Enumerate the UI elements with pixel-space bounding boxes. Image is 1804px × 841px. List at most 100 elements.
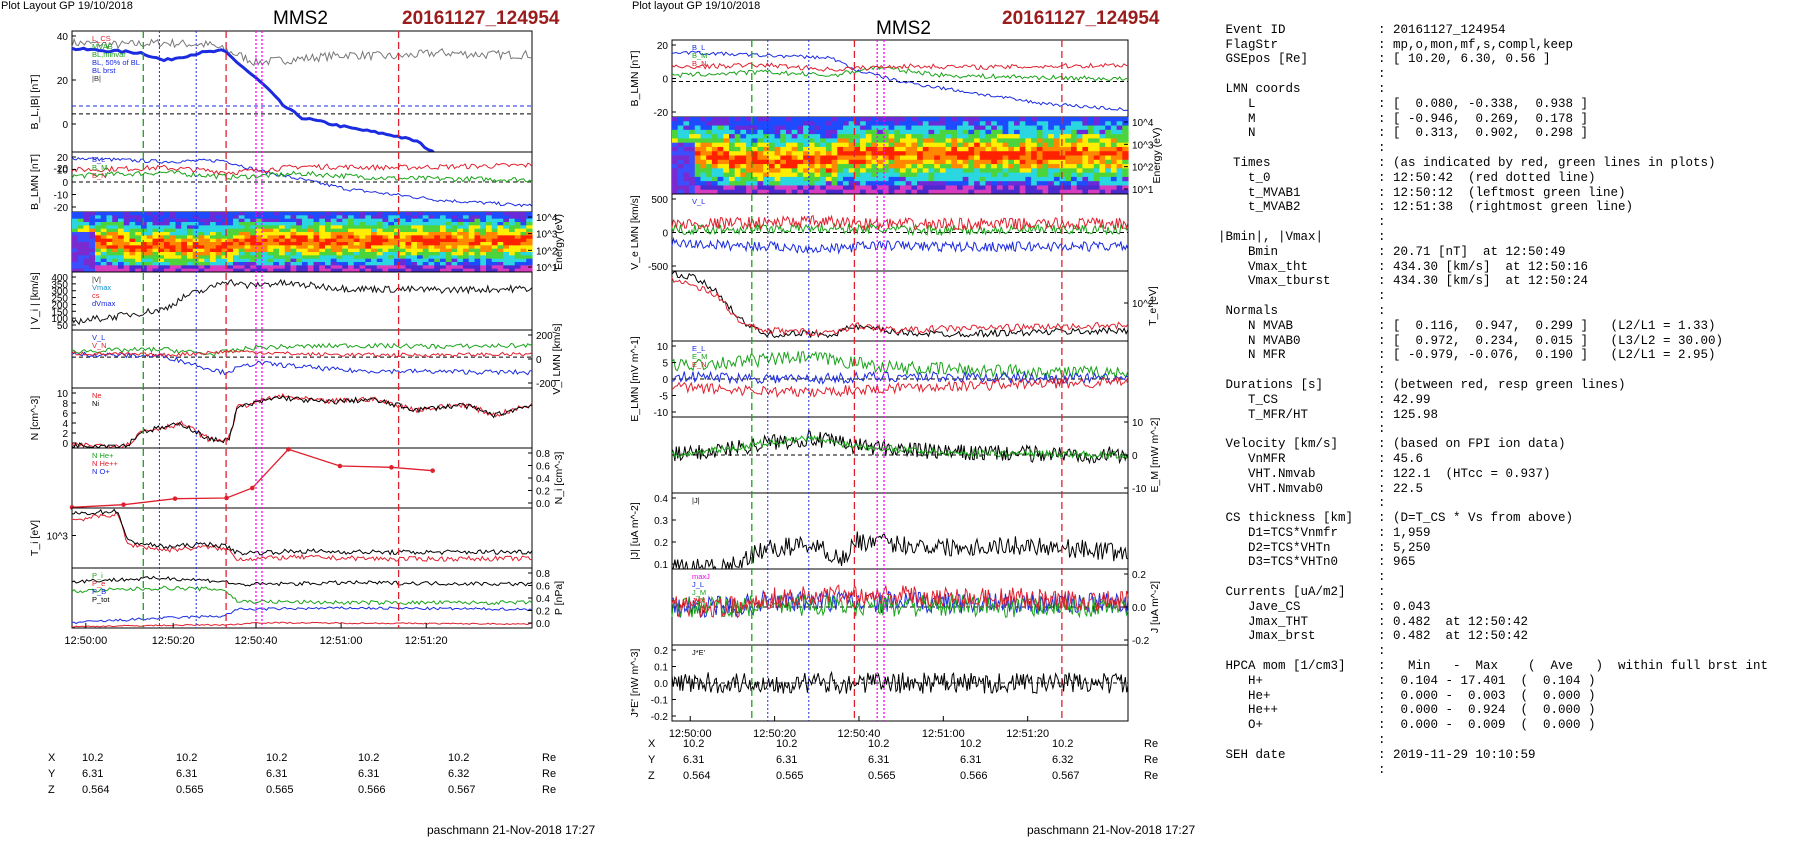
spectrogram-cell [1099,159,1106,165]
spectrogram-cell [677,151,684,157]
spectrogram-cell [238,218,246,223]
spectrogram-cell [729,134,736,139]
spectrogram-cell [865,181,873,187]
spectrogram-cell [843,142,850,148]
spectrogram-cell [198,238,205,243]
spectrogram-cell [1122,151,1129,157]
spectrogram-cell [734,155,741,161]
info-key: Event ID [1218,22,1286,37]
spectrogram-cell [83,235,90,240]
spectrogram-cell [100,232,108,236]
spectrogram-cell [1019,189,1026,195]
spectrogram-cell [451,235,458,240]
spectrogram-cell [376,212,384,216]
spectrogram-cell [348,238,355,243]
spectrogram-cell [290,238,297,243]
spectrogram-cell [814,121,821,127]
info-value: : 12:51:38 (rightmost green line) [1378,200,1634,215]
spectrogram-cell [1105,146,1112,152]
spectrogram-cell [843,117,850,122]
spectrogram-cell [791,189,798,195]
spectrogram-cell [786,168,793,174]
spectrogram-cell [763,164,770,169]
spectrogram-cell [683,138,690,144]
spectrogram-cell [729,176,736,182]
spectrogram-cell [451,212,458,216]
spectrogram-cell [717,181,724,187]
spectrogram-cell [106,248,113,253]
spectrogram-cell [814,117,821,122]
spectrogram-cell [774,129,781,135]
spectrogram-cell [371,235,378,240]
spectrogram-cell [296,268,303,273]
spectrogram-cell [181,268,188,273]
spectrogram-cell [371,228,378,233]
spectrogram-cell [677,134,684,139]
spectrogram-cell [746,155,753,161]
spectrogram-cell [486,222,493,226]
spectrogram-cell [951,117,958,122]
spectrogram-cell [187,265,194,270]
spectrogram-cell [445,228,453,233]
spectrogram-cell [296,238,303,243]
spectrogram-cell [843,138,850,144]
spectrogram-cell [1008,134,1015,139]
info-value: : 0.482 at 12:50:42 [1378,629,1529,644]
spectrogram-cell [227,248,234,253]
spectrogram-cell [928,138,935,144]
spectrogram-cell [894,138,901,144]
spectrogram-cell [480,255,487,260]
spectrogram-cell [399,222,407,226]
spectrogram-cell [89,212,96,216]
spectrogram-cell [284,235,292,240]
spectrogram-cell [848,134,855,139]
spectrogram-cell [296,248,303,253]
spectrogram-cell [486,225,493,230]
info-row: Durations [s]: (between red, resp green … [1218,378,1798,393]
spectrogram-cell [382,268,389,273]
spectrogram-cell [734,142,741,148]
spectrogram-cell [877,134,884,139]
spectrogram-cell [376,218,384,223]
spectrogram-cell [1042,164,1049,169]
spectrogram-cell [210,245,217,250]
spectrogram-cell [860,176,867,182]
spectrogram-cell [825,189,833,195]
spectrogram-cell [520,262,527,266]
spectrogram-cell [382,235,389,240]
bm-lmn-trace [671,65,1129,82]
spectrogram-cell [146,242,154,246]
spectrogram-cell [848,142,855,148]
y-axis-label: T_i [eV] [29,520,41,556]
spectrogram-cell [808,172,816,178]
spectrogram-cell [734,172,741,178]
spectrogram-cell [290,222,297,226]
spectrogram-cell [1053,181,1061,187]
spectrogram-cell [786,121,793,127]
spectrogram-cell [388,258,395,263]
spectrogram-cell [900,168,907,174]
spectrogram-cell [325,218,332,223]
info-key: t_0 [1218,170,1271,185]
info-value: : [1378,229,1386,244]
spectrogram-cell [267,222,274,226]
spectrogram-cell [820,181,827,187]
spectrogram-cell [694,117,702,122]
spectrogram-cell [1099,151,1106,157]
info-value: : [ 0.313, 0.902, 0.298 ] [1378,126,1589,141]
spectrogram-cell [1025,121,1032,127]
spectrogram-cell [700,142,707,148]
spectrogram-cell [1053,155,1061,161]
spectrogram-cell [422,235,430,240]
spectrogram-cell [1110,189,1118,195]
spectrogram-cell [158,232,165,236]
spectrogram-cell [221,215,228,220]
spectrogram-cell [307,252,315,256]
spectrogram-cell [353,235,361,240]
y-tick-label: 0.0 [1132,603,1146,614]
spectrogram-cell [951,142,958,148]
spectrogram-cell [434,268,441,273]
spectrogram-cell [480,225,487,230]
spectrogram-cell [1031,146,1038,152]
spectrogram-cell [968,159,975,165]
